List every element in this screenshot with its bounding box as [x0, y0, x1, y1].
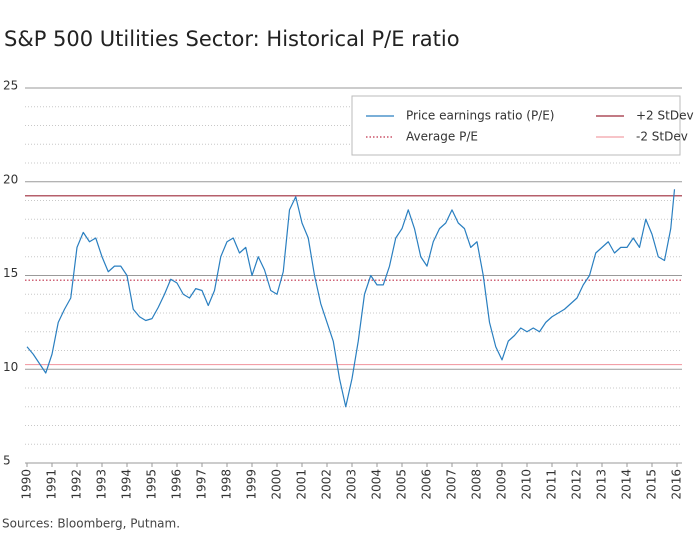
x-tick-label: 2008	[470, 469, 484, 500]
legend-label: +2 StDev	[636, 109, 694, 123]
x-tick-label: 2006	[420, 469, 434, 500]
x-tick-label: 2009	[495, 469, 509, 500]
y-tick-label: 10	[3, 360, 18, 374]
x-tick-label: 2002	[320, 469, 334, 500]
y-tick-label: 20	[3, 172, 18, 186]
legend: Price earnings ratio (P/E) Average P/E +2 …	[351, 95, 694, 156]
x-tick-label: 2013	[595, 469, 609, 500]
x-tick-label: 2001	[295, 469, 309, 500]
x-tick-label: 2010	[520, 469, 534, 500]
legend-box	[351, 95, 681, 156]
legend-label: Price earnings ratio (P/E)	[406, 109, 554, 123]
x-tick-label: 2007	[445, 469, 459, 500]
chart-title: S&P 500 Utilities Sector: Historical P/E…	[4, 27, 460, 51]
x-tick-label: 2016	[670, 469, 684, 500]
x-tick-label: 1996	[170, 469, 184, 500]
x-tick-label: 2015	[645, 469, 659, 500]
x-tick-label: 1992	[70, 469, 84, 500]
y-tick-label: 5	[3, 454, 11, 468]
x-tick-label: 2012	[570, 469, 584, 500]
x-tick-label: 1998	[220, 469, 234, 500]
data-line	[26, 189, 676, 408]
y-tick-label: 15	[3, 266, 18, 280]
x-tick-label: 2005	[395, 469, 409, 500]
x-tick-label: 2004	[370, 469, 384, 500]
x-tick-label: 1993	[95, 469, 109, 500]
x-tick-label: 2014	[620, 469, 634, 500]
source-note: Sources: Bloomberg, Putnam.	[2, 517, 180, 531]
legend-label: Average P/E	[406, 130, 478, 144]
x-tick-label: 1997	[195, 469, 209, 500]
x-tick-label: 2011	[545, 469, 559, 500]
y-tick-label: 25	[3, 79, 18, 93]
x-tick-label: 1990	[20, 469, 34, 500]
x-tick-label: 1995	[145, 469, 159, 500]
x-tick-label: 1994	[120, 469, 134, 500]
x-tick-label: 1991	[45, 469, 59, 500]
x-tick-label: 2000	[270, 469, 284, 500]
legend-label: -2 StDev	[636, 130, 688, 144]
x-tick-label: 1999	[245, 469, 259, 500]
x-tick-label: 2003	[345, 469, 359, 500]
